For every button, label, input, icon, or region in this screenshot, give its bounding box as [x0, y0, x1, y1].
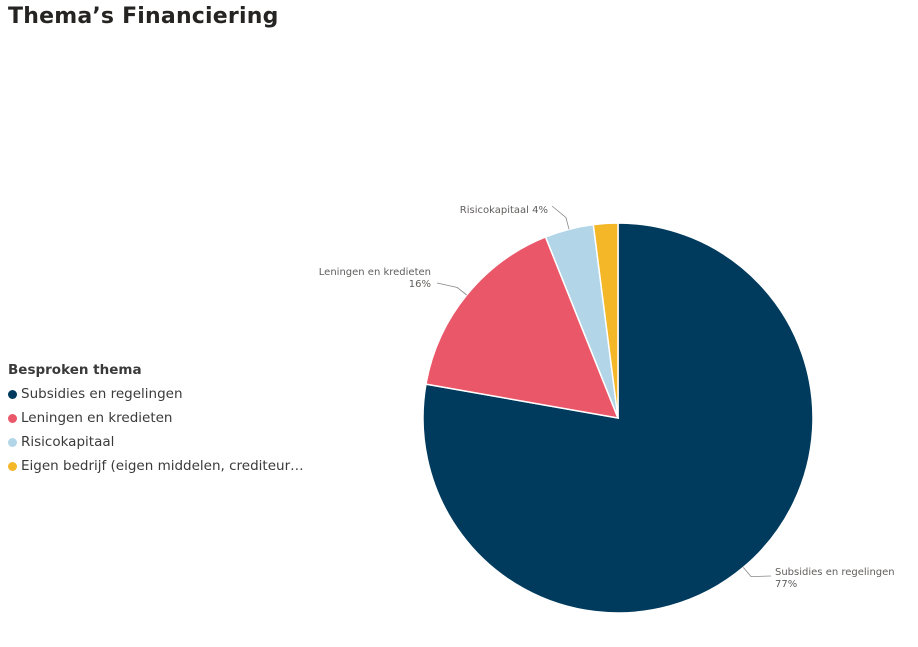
legend: Besproken thema Subsidies en regelingen L… [8, 362, 308, 478]
data-label-line: 16% [409, 279, 431, 290]
legend-item-label: Risicokapitaal [21, 434, 115, 450]
legend-item[interactable]: Subsidies en regelingen [8, 382, 308, 406]
data-label: Subsidies en regelingen 77% [775, 567, 895, 590]
legend-item-label: Subsidies en regelingen [21, 386, 183, 402]
legend-marker [8, 461, 17, 471]
data-label-line: Leningen en kredieten [319, 267, 431, 278]
page-title: Thema’s Financiering [8, 4, 279, 29]
legend-item-label: Eigen bedrijf (eigen middelen, crediteur… [21, 458, 304, 474]
data-label-line: Risicokapitaal 4% [460, 205, 548, 216]
pie-labels: Subsidies en regelingen 77% Leningen en kr… [319, 205, 895, 590]
legend-item[interactable]: Risicokapitaal [8, 430, 308, 454]
pie-slices [422, 222, 814, 614]
legend-item[interactable]: Eigen bedrijf (eigen middelen, crediteur… [8, 454, 308, 478]
leader-line [742, 567, 772, 578]
legend-title: Besproken thema [8, 362, 142, 378]
leader-line [436, 282, 467, 296]
legend-marker [8, 389, 17, 399]
legend-item-label: Leningen en kredieten [21, 410, 173, 426]
data-label-line: Subsidies en regelingen [775, 567, 895, 578]
data-label: Risicokapitaal 4% [460, 205, 548, 216]
legend-items: Subsidies en regelingen Leningen en kredi… [8, 382, 308, 478]
leader-line [551, 205, 570, 230]
legend-marker [8, 437, 17, 447]
data-label: Leningen en kredieten 16% [319, 267, 431, 290]
pie-slice[interactable] [592, 222, 619, 419]
legend-marker [8, 413, 17, 423]
legend-item[interactable]: Leningen en kredieten [8, 406, 308, 430]
data-label-line: 77% [775, 579, 797, 590]
